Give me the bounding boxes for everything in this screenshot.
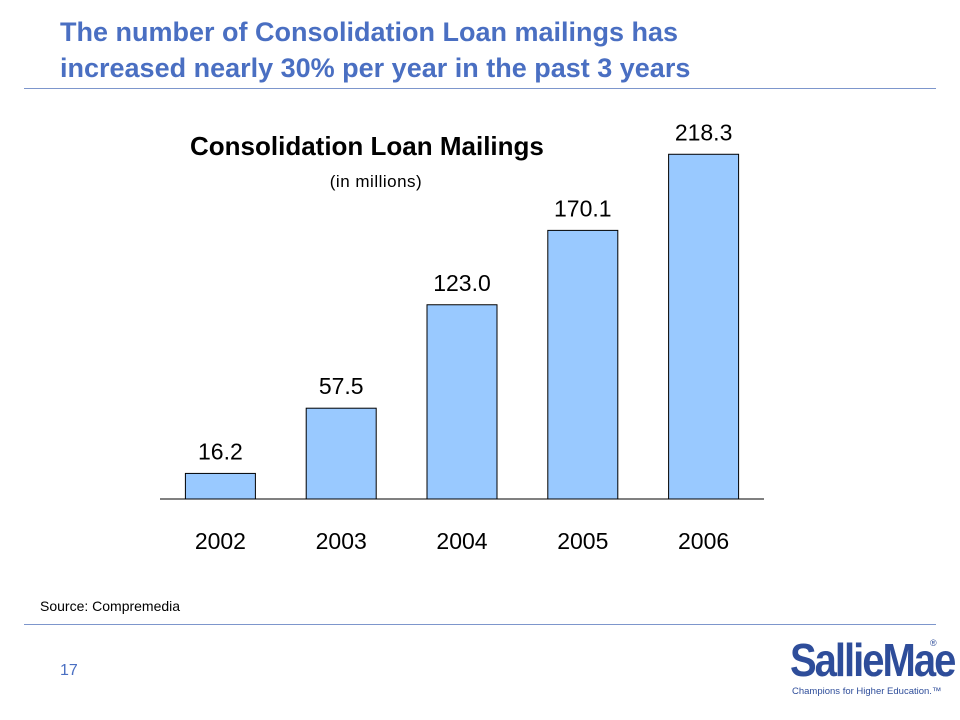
tick-label-2006: 2006	[678, 528, 729, 554]
title-divider	[24, 88, 936, 89]
logo-registered-mark: ®	[930, 638, 937, 648]
bar-2006	[668, 153, 740, 500]
tick-label-2004: 2004	[436, 528, 487, 554]
page-number: 17	[60, 662, 78, 679]
slide-title-line-1: The number of Consolidation Loan mailing…	[60, 17, 679, 47]
logo-tagline: Champions for Higher Education.™	[792, 686, 942, 697]
footer-divider	[24, 624, 936, 625]
tick-label-2003: 2003	[316, 528, 367, 554]
chart-subtitle: (in millions)	[329, 172, 423, 191]
bar-2005	[547, 229, 619, 500]
data-label-2002: 16.2	[198, 438, 243, 464]
tick-label-2002: 2002	[195, 528, 246, 554]
source-note: Source: Compremedia	[40, 598, 181, 614]
chart-title: Consolidation Loan Mailings	[190, 131, 544, 161]
sallie-mae-logo: SallieMae ® Champions for Higher Educati…	[790, 635, 956, 700]
bar-2002	[184, 472, 256, 500]
tick-label-2005: 2005	[557, 528, 608, 554]
slide-title: The number of Consolidation Loan mailing…	[60, 14, 920, 86]
data-label-2005: 170.1	[554, 195, 612, 221]
data-label-2006: 218.3	[675, 119, 733, 145]
slide-title-line-2: increased nearly 30% per year in the pas…	[60, 53, 691, 83]
logo-wordmark: SallieMae	[790, 635, 956, 687]
bar-2004	[426, 304, 498, 500]
data-label-2004: 123.0	[433, 270, 491, 296]
bar-2003	[305, 407, 377, 500]
data-label-2003: 57.5	[319, 373, 364, 399]
